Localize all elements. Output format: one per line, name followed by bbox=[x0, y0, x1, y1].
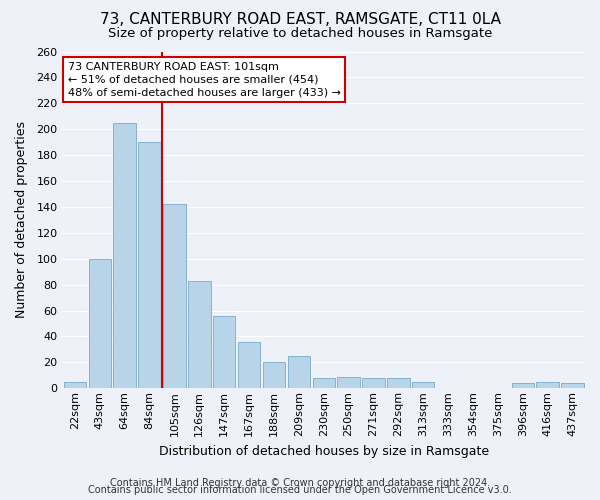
Text: Contains public sector information licensed under the Open Government Licence v3: Contains public sector information licen… bbox=[88, 485, 512, 495]
Bar bbox=[362, 378, 385, 388]
Text: Size of property relative to detached houses in Ramsgate: Size of property relative to detached ho… bbox=[108, 28, 492, 40]
Text: Contains HM Land Registry data © Crown copyright and database right 2024.: Contains HM Land Registry data © Crown c… bbox=[110, 478, 490, 488]
Bar bbox=[287, 356, 310, 388]
Bar bbox=[188, 281, 211, 388]
Bar bbox=[213, 316, 235, 388]
Y-axis label: Number of detached properties: Number of detached properties bbox=[15, 122, 28, 318]
X-axis label: Distribution of detached houses by size in Ramsgate: Distribution of detached houses by size … bbox=[158, 444, 489, 458]
Bar bbox=[163, 204, 185, 388]
Bar bbox=[536, 382, 559, 388]
Bar bbox=[113, 122, 136, 388]
Bar bbox=[89, 258, 111, 388]
Bar bbox=[562, 383, 584, 388]
Bar bbox=[64, 382, 86, 388]
Bar bbox=[139, 142, 161, 388]
Bar bbox=[387, 378, 410, 388]
Text: 73, CANTERBURY ROAD EAST, RAMSGATE, CT11 0LA: 73, CANTERBURY ROAD EAST, RAMSGATE, CT11… bbox=[100, 12, 500, 28]
Bar bbox=[238, 342, 260, 388]
Bar bbox=[412, 382, 434, 388]
Text: 73 CANTERBURY ROAD EAST: 101sqm
← 51% of detached houses are smaller (454)
48% o: 73 CANTERBURY ROAD EAST: 101sqm ← 51% of… bbox=[68, 62, 341, 98]
Bar bbox=[337, 376, 360, 388]
Bar bbox=[263, 362, 285, 388]
Bar bbox=[512, 383, 534, 388]
Bar bbox=[313, 378, 335, 388]
